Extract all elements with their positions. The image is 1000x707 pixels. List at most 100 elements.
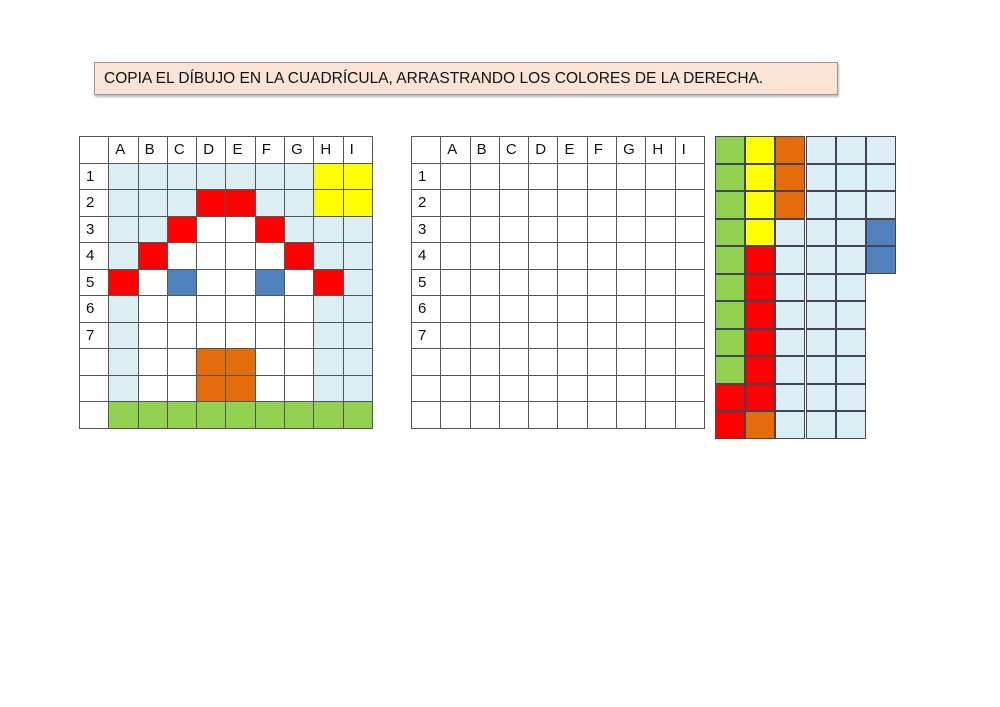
grid-cell[interactable] xyxy=(586,242,618,270)
grid-cell[interactable] xyxy=(528,162,559,190)
grid-cell[interactable] xyxy=(557,189,588,217)
grid-cell[interactable] xyxy=(586,295,618,323)
color-tile[interactable] xyxy=(835,328,866,356)
grid-cell[interactable] xyxy=(616,268,647,296)
grid-cell[interactable] xyxy=(557,215,588,243)
grid-cell[interactable] xyxy=(557,162,588,190)
grid-cell[interactable] xyxy=(440,374,471,402)
grid-cell[interactable] xyxy=(469,162,500,190)
color-tile[interactable] xyxy=(835,273,866,301)
grid-cell[interactable] xyxy=(616,401,647,429)
grid-cell[interactable] xyxy=(528,321,559,349)
grid-cell[interactable] xyxy=(645,401,676,429)
color-tile[interactable] xyxy=(715,356,745,384)
color-tile[interactable] xyxy=(715,273,745,301)
grid-cell[interactable] xyxy=(674,215,705,243)
grid-cell[interactable] xyxy=(498,401,530,429)
color-tile[interactable] xyxy=(835,191,866,219)
grid-cell[interactable] xyxy=(528,215,559,243)
color-tile[interactable] xyxy=(715,301,745,329)
grid-cell[interactable] xyxy=(440,348,471,376)
color-tile[interactable] xyxy=(775,411,806,439)
color-tile[interactable] xyxy=(745,411,776,439)
color-tile[interactable] xyxy=(805,163,836,191)
color-tile[interactable] xyxy=(835,163,866,191)
color-tile[interactable] xyxy=(715,163,745,191)
grid-cell[interactable] xyxy=(469,242,500,270)
color-tile[interactable] xyxy=(715,246,745,274)
grid-cell[interactable] xyxy=(528,268,559,296)
color-tile[interactable] xyxy=(866,191,896,219)
color-tile[interactable] xyxy=(805,411,836,439)
grid-cell[interactable] xyxy=(440,215,471,243)
color-tile[interactable] xyxy=(715,328,745,356)
grid-cell[interactable] xyxy=(498,215,530,243)
grid-cell[interactable] xyxy=(616,162,647,190)
color-tile[interactable] xyxy=(775,356,806,384)
color-tile[interactable] xyxy=(866,218,896,246)
grid-cell[interactable] xyxy=(586,162,618,190)
grid-cell[interactable] xyxy=(557,321,588,349)
grid-cell[interactable] xyxy=(645,189,676,217)
grid-cell[interactable] xyxy=(586,189,618,217)
color-tile[interactable] xyxy=(715,191,745,219)
color-tile[interactable] xyxy=(775,383,806,411)
color-tile[interactable] xyxy=(775,191,806,219)
grid-cell[interactable] xyxy=(674,348,705,376)
grid-cell[interactable] xyxy=(645,162,676,190)
grid-cell[interactable] xyxy=(469,348,500,376)
grid-cell[interactable] xyxy=(616,242,647,270)
color-tile[interactable] xyxy=(805,328,836,356)
color-tile[interactable] xyxy=(775,273,806,301)
color-tile[interactable] xyxy=(745,273,776,301)
grid-cell[interactable] xyxy=(557,401,588,429)
grid-cell[interactable] xyxy=(498,189,530,217)
grid-cell[interactable] xyxy=(674,242,705,270)
grid-cell[interactable] xyxy=(586,401,618,429)
color-tile[interactable] xyxy=(745,246,776,274)
grid-cell[interactable] xyxy=(616,215,647,243)
grid-cell[interactable] xyxy=(440,321,471,349)
color-tile[interactable] xyxy=(745,383,776,411)
grid-cell[interactable] xyxy=(557,242,588,270)
grid-cell[interactable] xyxy=(674,162,705,190)
grid-cell[interactable] xyxy=(469,295,500,323)
grid-cell[interactable] xyxy=(440,162,471,190)
color-tile[interactable] xyxy=(775,328,806,356)
grid-cell[interactable] xyxy=(440,401,471,429)
grid-cell[interactable] xyxy=(586,348,618,376)
grid-cell[interactable] xyxy=(645,374,676,402)
color-tile[interactable] xyxy=(715,411,745,439)
color-tile[interactable] xyxy=(805,246,836,274)
color-tile[interactable] xyxy=(745,356,776,384)
color-tile[interactable] xyxy=(866,246,896,274)
grid-cell[interactable] xyxy=(616,321,647,349)
grid-cell[interactable] xyxy=(674,295,705,323)
grid-cell[interactable] xyxy=(440,189,471,217)
grid-cell[interactable] xyxy=(674,374,705,402)
color-tile[interactable] xyxy=(805,136,836,164)
color-tile[interactable] xyxy=(775,301,806,329)
grid-cell[interactable] xyxy=(674,189,705,217)
grid-cell[interactable] xyxy=(674,268,705,296)
grid-cell[interactable] xyxy=(469,321,500,349)
grid-cell[interactable] xyxy=(557,374,588,402)
grid-cell[interactable] xyxy=(528,374,559,402)
color-tile[interactable] xyxy=(745,218,776,246)
grid-cell[interactable] xyxy=(498,268,530,296)
color-tile[interactable] xyxy=(866,136,896,164)
grid-cell[interactable] xyxy=(616,348,647,376)
color-tile[interactable] xyxy=(715,383,745,411)
grid-cell[interactable] xyxy=(469,189,500,217)
grid-cell[interactable] xyxy=(557,295,588,323)
color-tile[interactable] xyxy=(745,191,776,219)
color-tile[interactable] xyxy=(745,301,776,329)
color-tile[interactable] xyxy=(775,218,806,246)
color-tile[interactable] xyxy=(775,246,806,274)
color-tile[interactable] xyxy=(805,273,836,301)
grid-cell[interactable] xyxy=(498,321,530,349)
grid-cell[interactable] xyxy=(498,162,530,190)
color-tile[interactable] xyxy=(805,301,836,329)
grid-cell[interactable] xyxy=(498,242,530,270)
grid-cell[interactable] xyxy=(557,348,588,376)
